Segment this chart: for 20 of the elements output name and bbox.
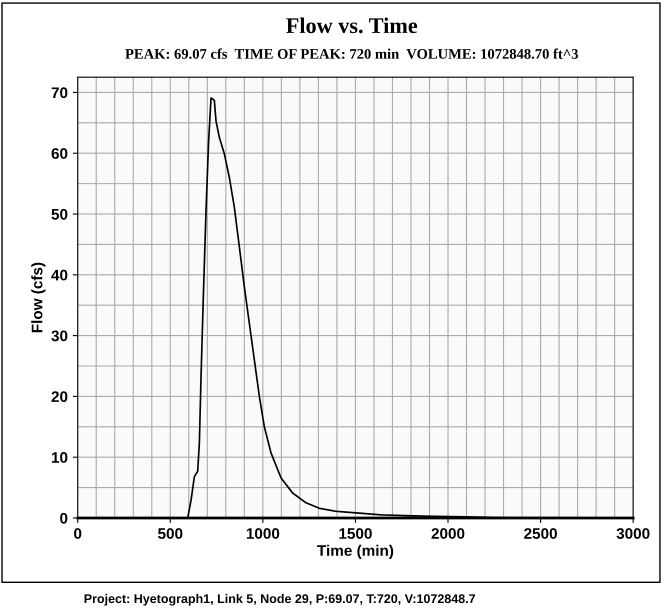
- chart-subtitle: PEAK: 69.07 cfs TIME OF PEAK: 720 min VOLUME: 1072848.70 ft^3: [125, 48, 578, 59]
- y-axis-title: Flow (cfs): [31, 262, 46, 332]
- text: Project: Hyetograph1, Link 5, Node 29, P:69.07, T:720, V:1072848.7: [84, 594, 476, 606]
- x-tick-label: 0: [74, 528, 82, 539]
- x-axis-title: Time (min): [317, 544, 394, 559]
- y-tick-label: 70: [52, 87, 68, 98]
- x-tick-label: 1000: [246, 528, 280, 539]
- y-tick-label: 10: [52, 452, 68, 463]
- y-tick-label: 40: [51, 270, 68, 280]
- y-tick-label: 30: [51, 330, 68, 342]
- x-tick-label: 2500: [524, 528, 557, 539]
- y-tick-label: 20: [52, 391, 68, 402]
- y-tick-label: 60: [52, 148, 68, 159]
- x-tick-label: 3000: [616, 528, 650, 539]
- chart-title: Flow vs. Time: [286, 18, 418, 34]
- x-tick-label: 1500: [339, 528, 372, 539]
- x-tick-label: 500: [158, 528, 182, 539]
- y-tick-label: 50: [51, 208, 68, 220]
- y-tick-label: 0: [60, 512, 68, 524]
- x-tick-label: 2000: [432, 528, 464, 539]
